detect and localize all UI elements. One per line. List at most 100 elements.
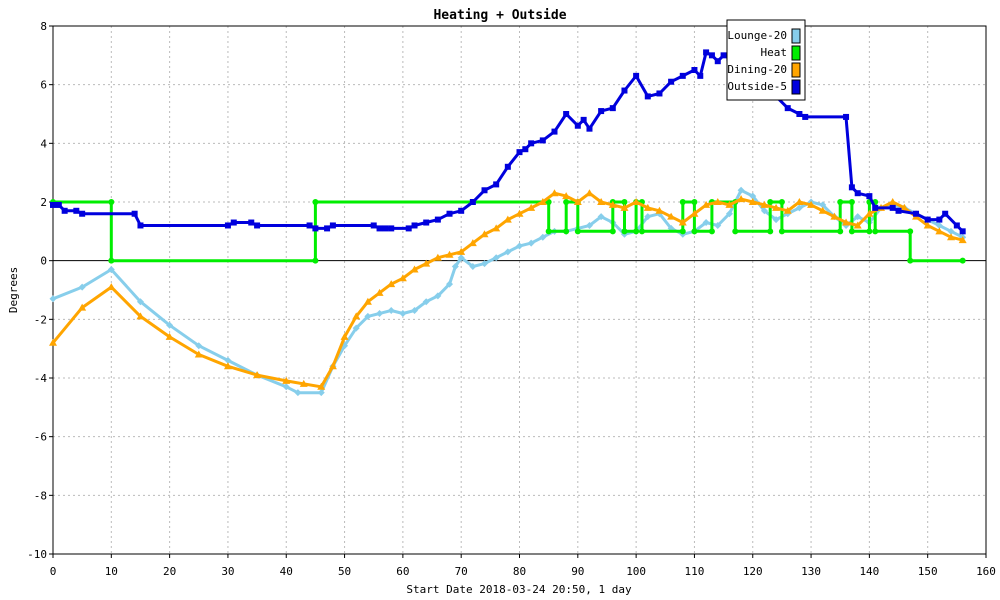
data-point xyxy=(795,204,803,212)
x-tick-label: 80 xyxy=(513,565,526,578)
data-point xyxy=(324,225,331,232)
y-tick-label: 8 xyxy=(40,20,47,33)
data-point xyxy=(107,265,115,273)
data-point xyxy=(807,200,816,208)
data-point xyxy=(545,228,552,235)
data-point xyxy=(457,247,466,255)
data-point xyxy=(767,199,774,205)
data-point xyxy=(539,233,547,241)
data-point xyxy=(551,128,558,135)
legend: Lounge-20 Heat Dining-20 Outside-5 xyxy=(726,19,806,101)
legend-swatch-heat xyxy=(791,45,801,61)
data-point xyxy=(312,257,319,264)
data-point xyxy=(422,259,431,267)
data-point xyxy=(953,222,960,229)
data-point xyxy=(434,292,442,300)
data-point xyxy=(254,222,261,229)
x-axis: 0 10 20 30 40 50 60 70 80 90 100 110 120 130 140 150 160 xyxy=(50,554,996,578)
data-point xyxy=(737,186,745,194)
legend-swatch-outside-5 xyxy=(791,79,801,95)
data-point xyxy=(924,216,931,223)
data-point xyxy=(784,105,791,112)
data-point xyxy=(854,190,861,197)
data-point xyxy=(528,140,535,147)
data-point xyxy=(61,207,68,214)
data-point xyxy=(457,254,465,262)
data-point xyxy=(387,307,395,315)
data-point xyxy=(73,207,80,214)
data-point xyxy=(585,189,594,197)
data-point xyxy=(819,201,827,209)
data-point xyxy=(78,283,86,291)
data-point xyxy=(376,309,384,317)
data-point xyxy=(504,163,511,170)
data-point xyxy=(778,199,785,205)
data-point xyxy=(848,184,855,191)
data-point xyxy=(328,362,337,370)
legend-label-dining-20: Dining-20 xyxy=(727,63,787,76)
data-point xyxy=(312,199,319,205)
data-point xyxy=(563,111,570,117)
legend-swatch-lounge-20 xyxy=(791,28,801,44)
data-point xyxy=(796,111,803,117)
data-point xyxy=(853,221,862,229)
y-axis-label: Degrees xyxy=(7,267,20,313)
data-point xyxy=(504,248,512,256)
x-tick-label: 20 xyxy=(163,565,176,578)
data-point xyxy=(621,199,628,205)
data-point xyxy=(935,221,943,229)
data-point xyxy=(678,218,687,226)
data-point xyxy=(312,225,319,232)
data-point xyxy=(481,187,488,194)
data-point xyxy=(493,181,500,188)
data-point xyxy=(854,213,862,221)
data-point xyxy=(942,210,949,217)
data-point xyxy=(253,371,262,379)
data-point xyxy=(667,212,676,220)
data-point xyxy=(79,210,86,217)
data-point xyxy=(131,210,138,217)
data-point xyxy=(947,233,956,241)
data-point xyxy=(843,113,850,120)
data-point xyxy=(562,192,571,200)
legend-label-outside-5: Outside-5 xyxy=(727,80,787,93)
x-tick-label: 10 xyxy=(105,565,118,578)
data-point xyxy=(306,222,313,229)
data-point xyxy=(644,213,652,221)
data-point xyxy=(55,201,62,208)
data-point xyxy=(434,216,441,223)
data-point xyxy=(423,219,430,226)
data-point xyxy=(405,225,412,232)
data-point xyxy=(107,283,116,291)
data-point xyxy=(451,263,459,271)
data-point xyxy=(516,149,523,156)
y-tick-label: 4 xyxy=(40,137,47,150)
data-point xyxy=(633,72,640,79)
data-point xyxy=(223,362,232,370)
data-point xyxy=(294,389,302,397)
data-point xyxy=(935,227,944,235)
data-point xyxy=(382,225,389,232)
data-point xyxy=(364,312,372,320)
data-point xyxy=(895,207,902,214)
y-tick-label: 0 xyxy=(40,255,47,268)
data-point xyxy=(411,307,419,315)
data-point xyxy=(586,125,593,132)
data-point xyxy=(445,250,454,258)
data-point xyxy=(78,303,87,311)
data-point xyxy=(713,198,722,205)
data-point xyxy=(691,199,698,205)
x-tick-label: 0 xyxy=(50,565,57,578)
data-point xyxy=(749,192,757,200)
data-point xyxy=(702,219,710,227)
data-point xyxy=(655,206,664,214)
data-point xyxy=(398,274,407,282)
data-point xyxy=(422,298,430,306)
x-tick-label: 120 xyxy=(743,565,763,578)
legend-label-heat: Heat xyxy=(761,46,788,59)
data-point xyxy=(458,207,465,214)
data-point xyxy=(538,198,547,205)
data-point xyxy=(767,228,774,235)
y-tick-label: -2 xyxy=(34,313,47,326)
